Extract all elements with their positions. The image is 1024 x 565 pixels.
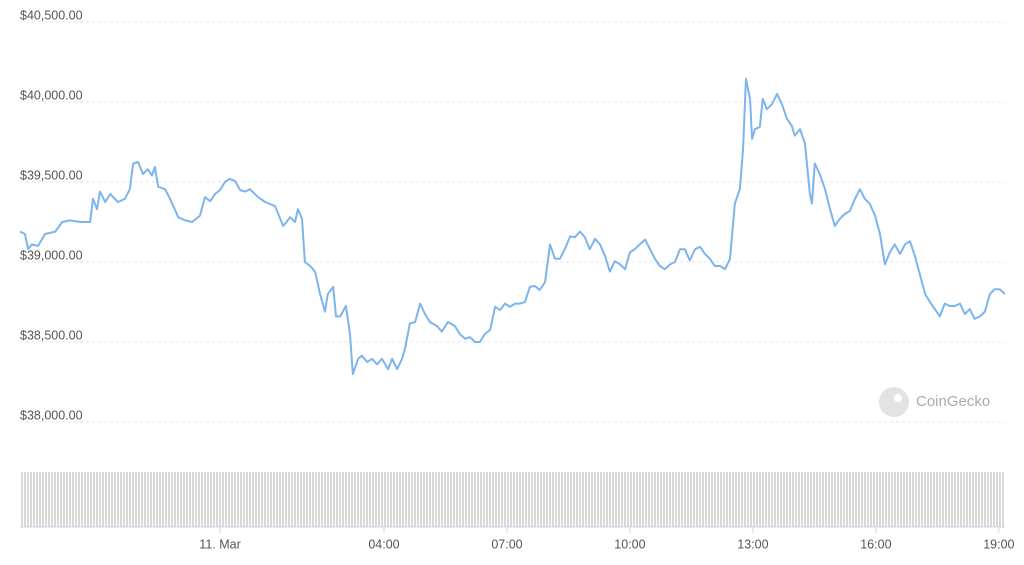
volume-band bbox=[20, 472, 1005, 527]
x-tick-label: 04:00 bbox=[368, 537, 399, 551]
y-tick-label: $39,500.00 bbox=[20, 168, 83, 182]
x-tick-label: 16:00 bbox=[860, 537, 891, 551]
x-tick-label: 11. Mar bbox=[199, 537, 240, 551]
y-tick-label: $40,500.00 bbox=[20, 8, 83, 22]
y-tick-label: $38,500.00 bbox=[20, 328, 83, 342]
y-tick-label: $40,000.00 bbox=[20, 88, 83, 102]
y-tick-label: $39,000.00 bbox=[20, 248, 83, 262]
watermark-logo-eye bbox=[894, 394, 902, 402]
watermark: CoinGecko bbox=[879, 387, 990, 417]
x-tick-label: 13:00 bbox=[737, 537, 768, 551]
watermark-logo bbox=[879, 387, 909, 417]
x-tick-label: 10:00 bbox=[614, 537, 645, 551]
x-tick-label: 19:00 bbox=[983, 537, 1014, 551]
price-line bbox=[19, 77, 1006, 375]
x-tick-label: 07:00 bbox=[491, 537, 522, 551]
y-tick-label: $38,000.00 bbox=[20, 408, 83, 422]
watermark-text: CoinGecko bbox=[916, 393, 990, 410]
